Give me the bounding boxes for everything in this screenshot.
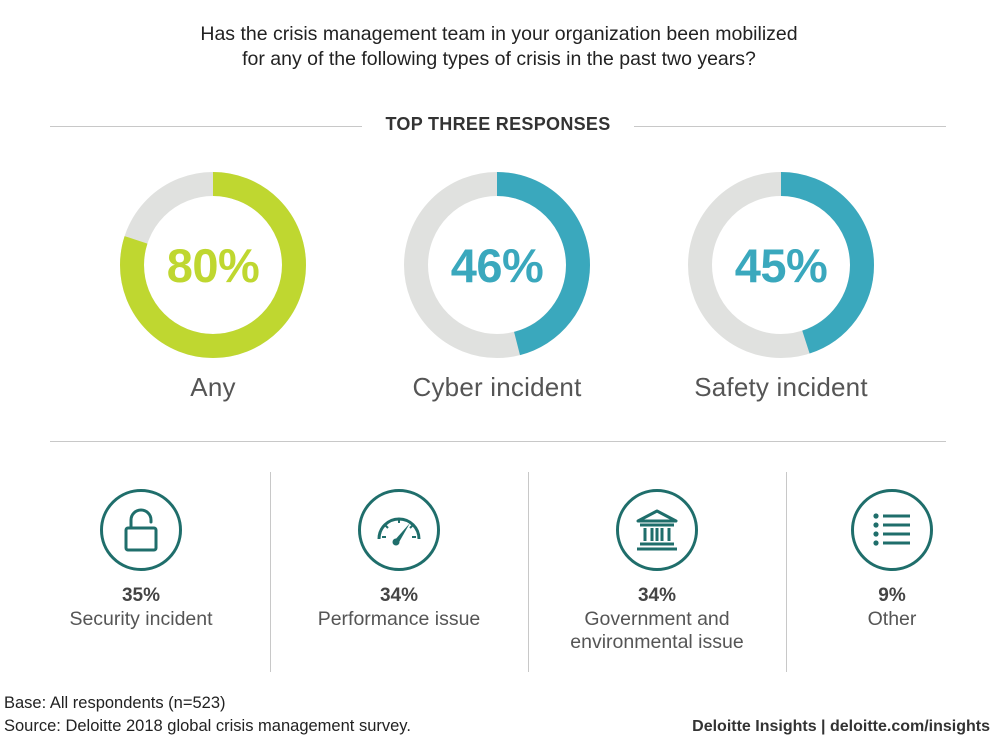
question-line-1: Has the crisis management team in your o… [200, 23, 798, 45]
speedometer-icon [358, 489, 440, 571]
donut-value-safety: 45% [734, 238, 828, 292]
stat-value: 9% [878, 585, 906, 606]
donut-label-cyber: Cyber incident [412, 372, 582, 402]
speedometer-glyph [377, 517, 421, 546]
ring-value-arc [120, 172, 306, 358]
column-divider-3 [786, 472, 787, 672]
section-rule-left [50, 126, 362, 127]
stat-label: Security incident [69, 608, 213, 630]
middle-divider [50, 441, 946, 442]
list-icon [851, 489, 933, 571]
column-divider-1 [270, 472, 271, 672]
donut-label-safety: Safety incident [694, 372, 868, 402]
column-divider-2 [528, 472, 529, 672]
stat-label-line-1: Government and [584, 608, 730, 630]
donut-ring-cyber [404, 172, 590, 358]
stat-label: Performance issue [317, 608, 481, 630]
stat-other: 9% Other [772, 584, 998, 631]
question-line-2: for any of the following types of crisis… [242, 48, 756, 70]
stat-label: Other [867, 608, 917, 630]
survey-question: Has the crisis management team in your o… [0, 22, 998, 72]
donut-label-any: Any [190, 372, 236, 402]
section-title: TOP THREE RESPONSES [385, 114, 611, 134]
government-building-glyph [636, 509, 678, 551]
stat-value: 34% [379, 585, 419, 606]
donut-ring-any [120, 172, 306, 358]
donut-value-any: 80% [166, 238, 260, 292]
stat-security-incident: 35% Security incident [21, 584, 261, 631]
list-glyph [873, 513, 910, 546]
donut-chart-any: 80% [118, 170, 308, 360]
government-building-icon [616, 489, 698, 571]
padlock-glyph [124, 508, 158, 552]
stat-performance-issue: 34% Performance issue [279, 584, 519, 631]
donut-chart-safety: 45% [686, 170, 876, 360]
stat-value: 35% [121, 585, 161, 606]
stat-label-line-2: environmental issue [570, 631, 744, 653]
brand-credit: Deloitte Insights | deloitte.com/insight… [692, 718, 990, 735]
stat-value: 34% [637, 585, 677, 606]
ring-value-arc [404, 172, 590, 358]
donut-value-cyber: 46% [450, 238, 544, 292]
donut-chart-cyber: 46% [402, 170, 592, 360]
padlock-icon [100, 489, 182, 571]
stat-government-environmental-issue: 34% Government and environmental issue [537, 584, 777, 654]
ring-value-arc [688, 172, 874, 358]
donut-ring-safety [688, 172, 874, 358]
section-rule-right [634, 126, 946, 127]
footnote-base: Base: All respondents (n=523) [4, 694, 226, 712]
footnote-source: Source: Deloitte 2018 global crisis mana… [4, 717, 411, 735]
